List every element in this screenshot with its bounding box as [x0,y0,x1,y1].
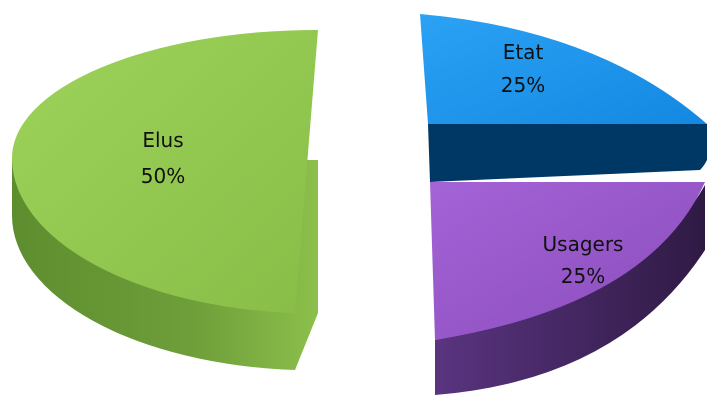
slice-etat-top [420,14,707,124]
slice-etat-side [428,124,707,182]
slice-percent-usagers: 25% [561,264,605,288]
svg-text:Usagers: Usagers [543,232,624,256]
svg-text:Etat: Etat [503,40,544,64]
svg-text:25%: 25% [561,264,605,288]
slice-percent-etat: 25% [501,73,545,97]
slice-usagers-top [430,182,705,340]
slice-label-usagers: Usagers [543,232,624,256]
svg-text:Elus: Elus [142,128,183,152]
svg-text:50%: 50% [141,164,185,188]
slice-elus-top [11,29,318,313]
slice-percent-elus: 50% [141,164,185,188]
slice-etat: Etat 25% [420,14,707,182]
slice-label-etat: Etat [503,40,544,64]
svg-text:25%: 25% [501,73,545,97]
slice-usagers: Usagers 25% [430,182,705,395]
slice-elus: Elus 50% [11,29,319,370]
slice-label-elus: Elus [142,128,183,152]
slice-usagers-side [435,185,705,395]
